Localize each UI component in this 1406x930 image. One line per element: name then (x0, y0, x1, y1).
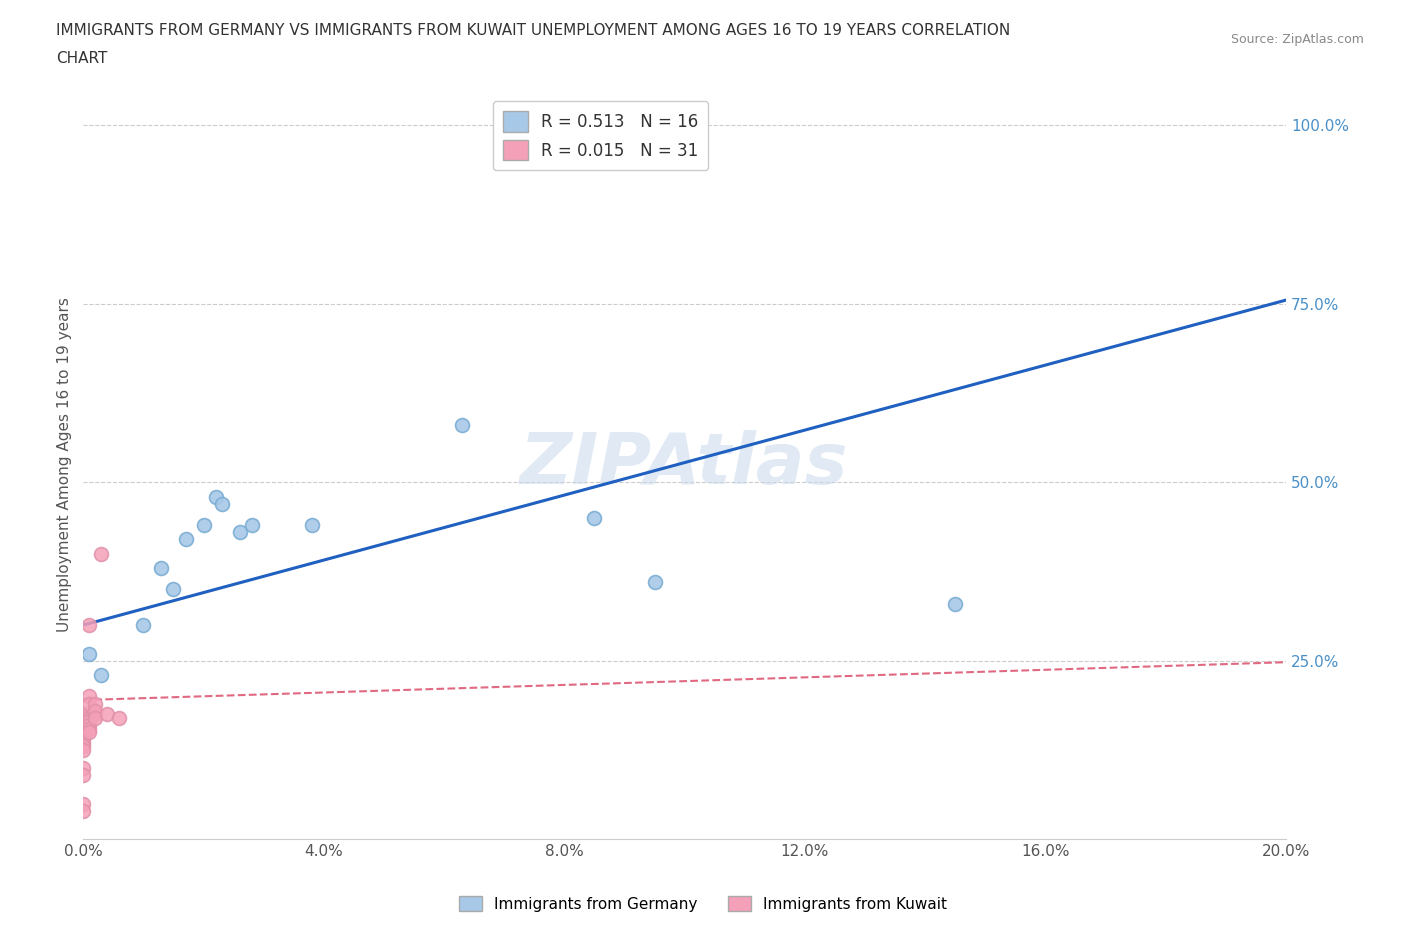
Point (72, 724, 94, 739)
Point (150, 561, 173, 576)
Point (84, 703, 107, 718)
Text: IMMIGRANTS FROM GERMANY VS IMMIGRANTS FROM KUWAIT UNEMPLOYMENT AMONG AGES 16 TO : IMMIGRANTS FROM GERMANY VS IMMIGRANTS FR… (56, 23, 1011, 38)
Point (943, 596, 966, 611)
Point (644, 575, 666, 590)
Point (162, 582, 184, 597)
Point (72, 718, 94, 733)
Point (132, 618, 155, 632)
Point (79, 718, 101, 733)
Point (204, 489, 226, 504)
Point (451, 418, 474, 432)
Point (72, 728, 94, 743)
Point (301, 518, 323, 533)
Point (108, 711, 131, 725)
Point (72, 721, 94, 736)
Point (583, 511, 606, 525)
Point (72, 767, 94, 782)
Text: Source: ZipAtlas.com: Source: ZipAtlas.com (1230, 33, 1364, 46)
Point (72, 707, 94, 722)
Point (193, 518, 215, 533)
Point (79, 707, 101, 722)
Point (79, 721, 101, 736)
Point (228, 525, 250, 539)
Point (79, 714, 101, 729)
Point (84, 711, 107, 725)
Point (174, 532, 197, 547)
Y-axis label: Unemployment Among Ages 16 to 19 years: Unemployment Among Ages 16 to 19 years (58, 297, 72, 631)
Point (79, 711, 101, 725)
Point (90, 668, 112, 683)
Point (96, 707, 118, 722)
Point (72, 796, 94, 811)
Point (79, 689, 101, 704)
Point (79, 724, 101, 739)
Point (72, 804, 94, 818)
Point (72, 739, 94, 754)
Point (79, 697, 101, 711)
Legend: R = 0.513   N = 16, R = 0.015   N = 31: R = 0.513 N = 16, R = 0.015 N = 31 (492, 101, 709, 170)
Point (72, 714, 94, 729)
Text: CHART: CHART (56, 51, 108, 66)
Point (72, 761, 94, 776)
Point (72, 743, 94, 758)
Point (84, 707, 107, 722)
Point (90, 546, 112, 561)
Point (79, 646, 101, 661)
Point (240, 518, 263, 533)
Point (72, 711, 94, 725)
Point (84, 697, 107, 711)
Point (79, 618, 101, 632)
Legend: Immigrants from Germany, Immigrants from Kuwait: Immigrants from Germany, Immigrants from… (453, 889, 953, 918)
Point (211, 497, 233, 512)
Text: ZIPAtlas: ZIPAtlas (520, 430, 849, 498)
Point (72, 732, 94, 747)
Point (72, 736, 94, 751)
